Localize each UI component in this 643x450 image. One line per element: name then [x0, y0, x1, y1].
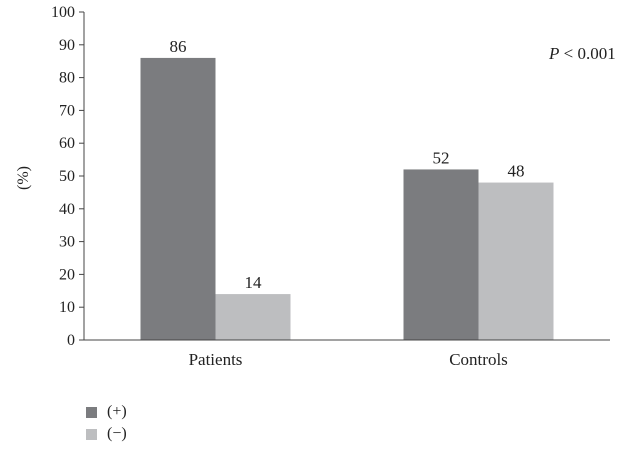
y-tick-label: 80: [59, 70, 75, 87]
data-label: 48: [508, 162, 525, 181]
y-tick-label: 30: [59, 234, 75, 251]
bar: [215, 294, 291, 340]
data-label: 14: [245, 273, 263, 292]
y-tick-label: 0: [67, 332, 75, 349]
p-value-text: < 0.001: [559, 44, 615, 63]
y-axis-label: (%): [15, 166, 32, 190]
y-tick-label: 40: [59, 201, 75, 218]
y-tick-label: 70: [59, 102, 75, 119]
p-value-symbol: P: [548, 44, 559, 63]
data-label: 86: [170, 37, 187, 56]
legend: (+) (−): [86, 401, 127, 445]
legend-label-negative: (−): [107, 425, 127, 442]
y-tick-label: 60: [59, 135, 75, 152]
bar: [403, 169, 479, 340]
legend-item-positive: (+): [86, 401, 127, 423]
bar-chart: (%) 0 10 20 30 40 50 60 70 80 90 100 86 14 52 48 Pati…: [15, 4, 616, 369]
p-value-annotation: P < 0.001: [548, 44, 616, 63]
bar: [478, 182, 554, 340]
bar: [140, 57, 216, 341]
y-tick-label: 20: [59, 266, 75, 283]
y-tick-label: 10: [59, 299, 75, 316]
data-label: 52: [433, 148, 450, 167]
legend-swatch-negative: [86, 428, 97, 440]
y-tick-label: 50: [59, 168, 75, 185]
y-tick-label: 100: [51, 4, 75, 21]
legend-swatch-positive: [86, 406, 97, 418]
legend-label-positive: (+): [107, 403, 127, 420]
x-category-label: Patients: [189, 350, 243, 369]
legend-item-negative: (−): [86, 423, 127, 445]
x-category-label: Controls: [449, 350, 508, 369]
y-tick-label: 90: [59, 37, 75, 54]
